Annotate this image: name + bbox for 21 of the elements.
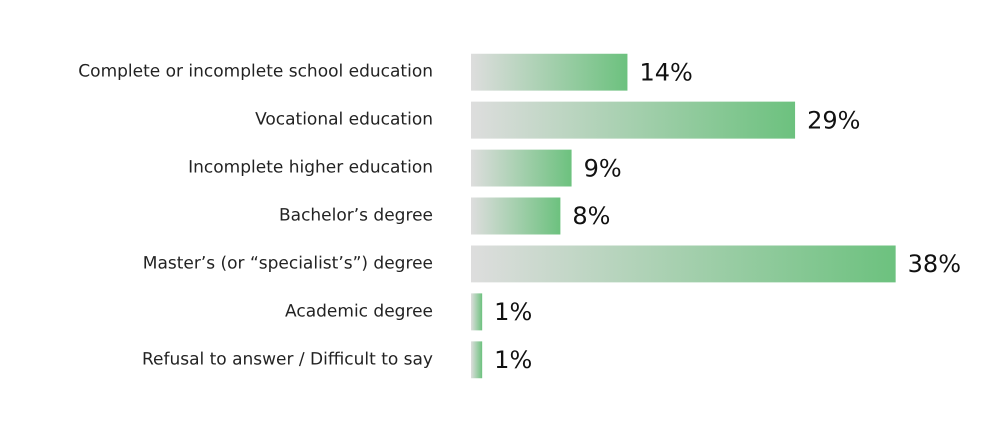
y-tick-label: Master’s (or “specialist’s”) degree	[142, 253, 433, 274]
y-tick-label: Refusal to answer / Difficult to say	[142, 349, 433, 370]
bar	[471, 102, 796, 139]
y-tick-label: Vocational education	[255, 110, 433, 130]
data-label: 8%	[572, 202, 610, 230]
bar	[471, 341, 482, 378]
y-tick-label: Bachelor’s degree	[278, 205, 433, 226]
bar	[471, 245, 896, 282]
data-label: 1%	[494, 298, 532, 326]
y-tick-label: Complete or incomplete school education	[78, 62, 433, 82]
data-label: 1%	[494, 346, 532, 374]
y-tick-label: Incomplete higher education	[188, 157, 433, 178]
y-tick-label: Academic degree	[285, 301, 433, 322]
data-label: 14%	[639, 58, 693, 86]
data-label: 9%	[584, 154, 622, 182]
bar	[471, 293, 482, 330]
bar	[471, 54, 628, 91]
bar	[471, 150, 572, 187]
bar	[471, 198, 560, 234]
data-label: 38%	[908, 250, 961, 278]
data-label: 29%	[807, 106, 860, 134]
